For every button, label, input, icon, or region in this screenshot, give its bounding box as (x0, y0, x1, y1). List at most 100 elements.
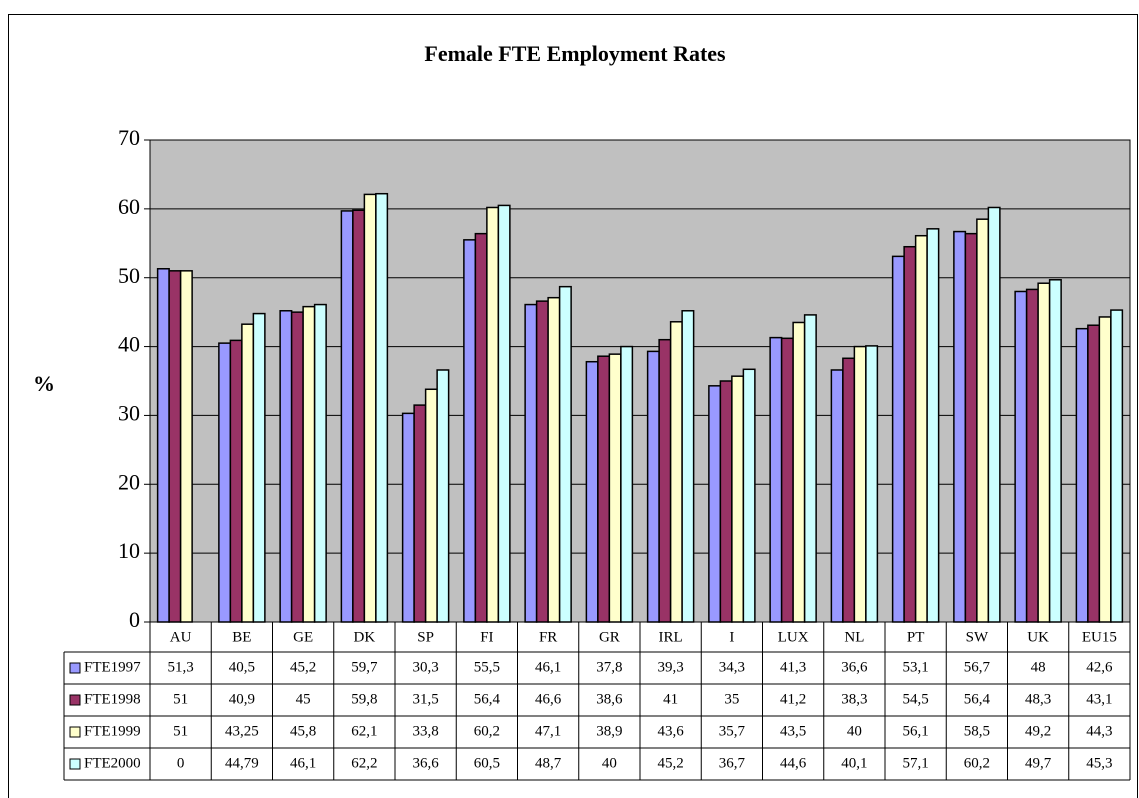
legend-swatch (69, 726, 81, 738)
table-cell: 60,5 (474, 755, 500, 771)
table-cell: 40,9 (229, 691, 255, 707)
table-cell: 40 (602, 755, 617, 771)
y-tick-label: 30 (118, 400, 140, 425)
table-cell: 41,2 (780, 691, 806, 707)
table-cell: 62,1 (351, 723, 377, 739)
bar (524, 303, 538, 623)
bar (463, 239, 477, 623)
table-cell: 37,8 (596, 659, 622, 675)
x-tick-label: NL (844, 629, 864, 645)
bar (252, 312, 266, 623)
table-cell: 59,8 (351, 691, 377, 707)
y-tick-label: 10 (118, 538, 140, 563)
table-cell: 42,6 (1086, 659, 1113, 675)
table-cell: 54,5 (903, 691, 929, 707)
bar (474, 232, 488, 623)
x-tick-label: PT (907, 629, 925, 645)
bar (1075, 327, 1089, 623)
bar (769, 336, 783, 623)
table-cell: 39,3 (658, 659, 684, 675)
bar (865, 345, 879, 623)
bar (669, 321, 683, 623)
table-cell: 46,1 (290, 755, 316, 771)
bar (719, 380, 733, 623)
bar (363, 193, 377, 623)
chart-title: Female FTE Employment Rates (424, 41, 726, 66)
x-tick-label: IRL (659, 629, 683, 645)
y-axis-label: % (33, 371, 55, 396)
bar (853, 345, 867, 623)
table-cell: 40,5 (229, 659, 255, 675)
table-cell: 56,1 (903, 723, 929, 739)
x-tick-label: FR (539, 629, 557, 645)
bar (1014, 290, 1028, 623)
table-cell: 0 (177, 755, 185, 771)
table-cell: 43,5 (780, 723, 806, 739)
table-cell: 58,5 (964, 723, 990, 739)
y-tick-label: 70 (118, 125, 140, 150)
table-cell: 41 (663, 691, 678, 707)
x-tick-label: LUX (778, 629, 809, 645)
bar (1098, 316, 1112, 623)
y-tick-label: 60 (118, 194, 140, 219)
table-cell: 59,7 (351, 659, 378, 675)
bar (424, 388, 438, 623)
table-cell: 62,2 (351, 755, 377, 771)
bar (1037, 282, 1051, 623)
table-cell: 48,3 (1025, 691, 1051, 707)
bar (620, 345, 634, 623)
bar (486, 206, 500, 623)
bar (731, 375, 745, 623)
x-tick-label: I (729, 629, 734, 645)
bar (976, 218, 990, 623)
table-cell: 56,7 (964, 659, 991, 675)
table-cell: 46,6 (535, 691, 562, 707)
table-cell: 47,1 (535, 723, 561, 739)
bar (964, 232, 978, 623)
bar (241, 323, 255, 623)
bar (352, 209, 366, 623)
bar (953, 230, 967, 623)
table-cell: 44,6 (780, 755, 807, 771)
bar (1110, 309, 1124, 623)
bar (401, 412, 415, 623)
bar (681, 310, 695, 623)
table-cell: 53,1 (903, 659, 929, 675)
table-cell: 36,7 (719, 755, 746, 771)
bar (497, 204, 511, 623)
bar (987, 206, 1001, 623)
bar (558, 285, 572, 623)
legend-swatch (69, 694, 81, 706)
bar (780, 337, 794, 623)
bar (279, 310, 293, 623)
bar (891, 255, 905, 623)
table-cell: 43,25 (225, 723, 259, 739)
table-cell: 56,4 (474, 691, 501, 707)
legend-swatch (69, 758, 81, 770)
bar (742, 368, 756, 623)
y-tick-label: 50 (118, 263, 140, 288)
bar (1048, 279, 1062, 623)
x-tick-label: BE (232, 629, 251, 645)
bar (436, 369, 450, 623)
table-cell: 51 (173, 723, 188, 739)
bar (792, 321, 806, 623)
table-cell: 44,79 (225, 755, 259, 771)
x-tick-label: SP (417, 629, 434, 645)
bar (179, 270, 193, 623)
table-cell: 60,2 (474, 723, 500, 739)
table-cell: 48,7 (535, 755, 562, 771)
table-cell: 57,1 (903, 755, 929, 771)
table-cell: 45,3 (1086, 755, 1112, 771)
bar (708, 385, 722, 623)
table-cell: 34,3 (719, 659, 745, 675)
legend-label: FTE1998 (84, 691, 141, 707)
bar (585, 360, 599, 623)
table-cell: 49,7 (1025, 755, 1052, 771)
table-cell: 55,5 (474, 659, 500, 675)
y-tick-label: 40 (118, 332, 140, 357)
x-tick-label: UK (1027, 629, 1049, 645)
table-cell: 45,2 (658, 755, 684, 771)
bar (646, 350, 660, 623)
